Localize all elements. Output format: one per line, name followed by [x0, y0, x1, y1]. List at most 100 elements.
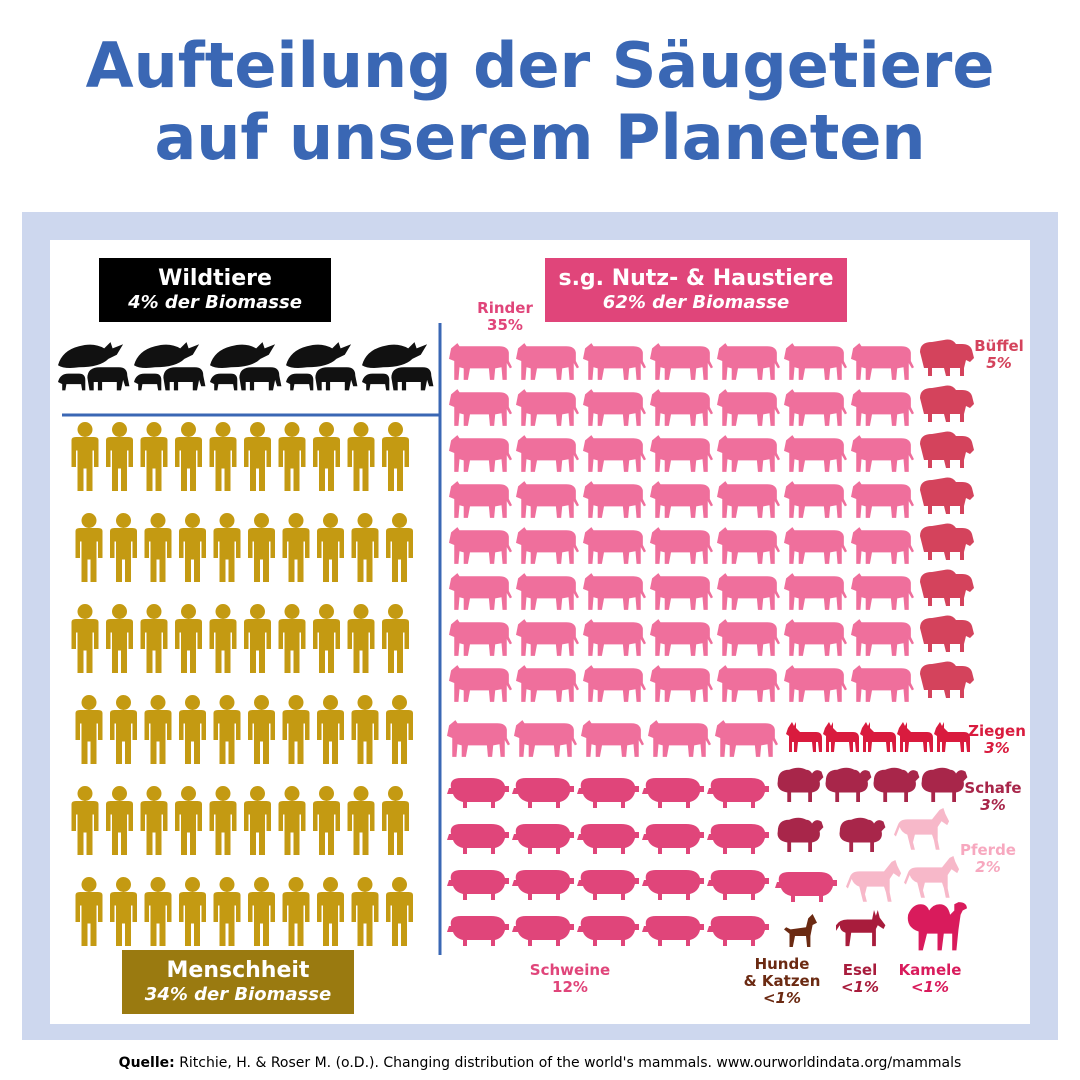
- cow-icon: [449, 481, 512, 518]
- person-icon: [347, 786, 375, 855]
- person-icon: [209, 604, 237, 673]
- cow-icon: [717, 389, 780, 426]
- pig-icon: [642, 870, 704, 900]
- buffalo-icon: [920, 523, 974, 560]
- cow-icon: [851, 573, 914, 610]
- pig-icon: [577, 870, 639, 900]
- cow-icon: [449, 435, 512, 472]
- cow-icon: [516, 389, 579, 426]
- cow-icon: [784, 573, 847, 610]
- person-icon: [244, 786, 271, 855]
- person-icon: [386, 877, 413, 946]
- cow-icon: [449, 343, 512, 380]
- pig-icon: [707, 778, 769, 808]
- person-icon: [144, 695, 172, 764]
- human-title: Menschheit: [166, 958, 310, 983]
- cow-icon: [851, 389, 914, 426]
- cow-icon: [583, 527, 646, 564]
- human-label-box: Menschheit 34% der Biomasse: [122, 950, 354, 1014]
- cow-icon: [784, 527, 847, 564]
- label-rinder: Rinder 35%: [477, 299, 533, 334]
- cow-icon: [717, 619, 780, 656]
- title-line-1: Aufteilung der Säugetiere: [85, 29, 995, 102]
- person-icon: [213, 877, 241, 946]
- pig-icon: [577, 824, 639, 854]
- person-icon: [106, 786, 133, 855]
- person-icon: [317, 695, 344, 764]
- person-icon: [75, 695, 103, 764]
- person-icon: [140, 422, 168, 491]
- person-icon: [75, 877, 103, 946]
- cow-icon: [784, 619, 847, 656]
- cow-icon: [784, 389, 847, 426]
- buffalo-icon: [920, 661, 974, 698]
- person-icon: [110, 695, 137, 764]
- title-line-2: auf unserem Planeten: [154, 101, 926, 174]
- person-icon: [175, 604, 202, 673]
- sheep-icon: [825, 767, 872, 802]
- pig-icon: [512, 824, 574, 854]
- cow-icon: [516, 573, 579, 610]
- livestock-label-box: s.g. Nutz- & Haustiere 62% der Biomasse: [545, 258, 847, 322]
- person-icon: [71, 422, 99, 491]
- buffalo-icon: [920, 569, 974, 606]
- cow-icon: [449, 619, 512, 656]
- pig-icon: [512, 778, 574, 808]
- cow-icon: [851, 343, 914, 380]
- cow-icon: [583, 343, 646, 380]
- person-icon: [248, 877, 275, 946]
- cow-icon: [650, 481, 713, 518]
- source-label: Quelle:: [118, 1055, 175, 1071]
- sheep-icon: [777, 817, 824, 852]
- livestock-title: s.g. Nutz- & Haustiere: [558, 266, 834, 291]
- cow-icon: [581, 720, 644, 757]
- sheep-icon: [873, 767, 920, 802]
- cow-icon: [851, 527, 914, 564]
- camel-icon: [907, 902, 967, 951]
- person-icon: [175, 422, 202, 491]
- person-icon: [144, 877, 172, 946]
- cow-icon: [851, 481, 914, 518]
- cow-icon: [717, 343, 780, 380]
- cow-icon: [516, 527, 579, 564]
- dog-icon: [784, 914, 817, 947]
- cow-icon: [514, 720, 577, 757]
- wild-animal-icon: [286, 342, 358, 391]
- person-icon: [351, 695, 379, 764]
- label-schafe: Schafe 3%: [964, 779, 1022, 814]
- pig-icon: [512, 916, 574, 946]
- cow-icon: [717, 573, 780, 610]
- cow-icon: [784, 481, 847, 518]
- cow-icon: [851, 435, 914, 472]
- plot-area: [58, 339, 974, 951]
- person-icon: [71, 604, 99, 673]
- person-icon: [71, 786, 99, 855]
- cow-icon: [851, 665, 914, 702]
- person-icon: [209, 422, 237, 491]
- cow-icon: [449, 573, 512, 610]
- person-icon: [144, 513, 172, 582]
- person-icon: [248, 695, 275, 764]
- cow-icon: [784, 435, 847, 472]
- pig-icon: [642, 778, 704, 808]
- person-icon: [347, 422, 375, 491]
- pig-icon: [642, 916, 704, 946]
- goat-icon: [860, 722, 896, 752]
- person-icon: [244, 604, 271, 673]
- person-icon: [110, 877, 137, 946]
- cow-icon: [650, 343, 713, 380]
- cow-icon: [717, 665, 780, 702]
- person-icon: [282, 877, 310, 946]
- pig-icon: [447, 778, 509, 808]
- cow-icon: [583, 389, 646, 426]
- cow-icon: [583, 573, 646, 610]
- person-icon: [179, 695, 206, 764]
- person-icon: [179, 513, 206, 582]
- person-icon: [282, 513, 310, 582]
- sheep-icon: [839, 817, 886, 852]
- cow-icon: [650, 527, 713, 564]
- pig-icon: [707, 916, 769, 946]
- label-bueffel: Büffel 5%: [974, 337, 1024, 372]
- person-icon: [179, 877, 206, 946]
